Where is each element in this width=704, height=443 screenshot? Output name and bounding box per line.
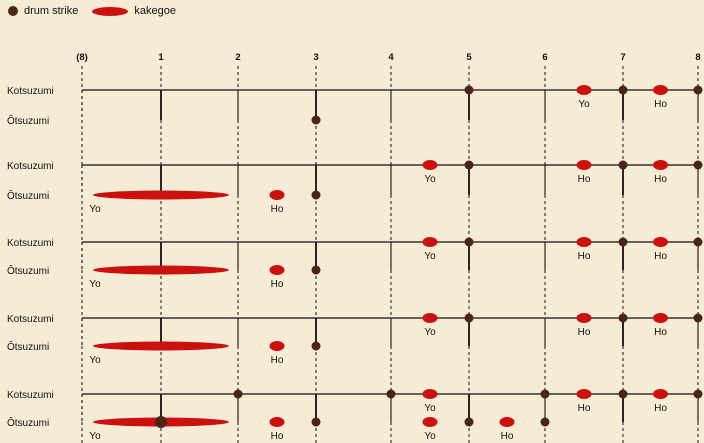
- legend-strike-label: drum strike: [24, 5, 79, 17]
- kakegoe-label: Ho: [578, 327, 591, 338]
- kakegoe-label: Ho: [578, 174, 591, 185]
- kotsuzumi-label: Kotsuzumi: [7, 238, 54, 249]
- kakegoe-oval: [269, 417, 285, 427]
- drum-strike: [464, 313, 474, 323]
- beat-label-2: 2: [235, 52, 240, 63]
- kakegoe-oval: [269, 341, 285, 351]
- kakegoe-label: Ho: [271, 204, 284, 215]
- kakegoe-label: Ho: [271, 431, 284, 442]
- kakegoe-oval: [653, 389, 668, 399]
- drum-strike: [386, 389, 396, 399]
- drum-strike: [311, 190, 321, 200]
- beat-label-3: 3: [313, 52, 318, 63]
- kakegoe-oval: [576, 85, 592, 95]
- kakegoe-oval: [653, 85, 668, 95]
- kakegoe-label: Yo: [578, 99, 590, 110]
- kakegoe-label: Yo: [424, 251, 436, 262]
- beat-label-0: (8): [76, 52, 88, 63]
- otsuzumi-label: Ôtsuzumi: [7, 114, 49, 127]
- kakegoe-label: Yo: [89, 355, 101, 366]
- legend: drum strike kakegoe: [8, 2, 176, 20]
- kakegoe-long-oval: [93, 265, 229, 275]
- kakegoe-label: Ho: [654, 99, 667, 110]
- drum-strike: [311, 417, 321, 427]
- otsuzumi-label: Ôtsuzumi: [7, 340, 49, 353]
- kotsuzumi-label: Kotsuzumi: [7, 86, 54, 97]
- kakegoe-oval: [576, 237, 592, 247]
- drum-strike: [311, 265, 321, 275]
- kakegoe-oval: [653, 237, 668, 247]
- otsuzumi-label: Ôtsuzumi: [7, 189, 49, 202]
- beat-label-4: 4: [388, 52, 394, 63]
- kakegoe-label: Ho: [501, 431, 514, 442]
- drum-strike: [618, 313, 628, 323]
- kakegoe-long-oval: [93, 341, 229, 351]
- kakegoe-label: Yo: [424, 431, 436, 442]
- kakegoe-oval: [422, 389, 438, 399]
- beat-label-6: 6: [542, 52, 547, 63]
- drum-strike: [618, 389, 628, 399]
- kotsuzumi-label: Kotsuzumi: [7, 390, 54, 401]
- kakegoe-oval: [269, 190, 285, 200]
- otsuzumi-label: Ôtsuzumi: [7, 264, 49, 277]
- drum-strike: [464, 85, 474, 95]
- drum-strike: [618, 160, 628, 170]
- kakegoe-label: Ho: [654, 251, 667, 262]
- drum-strike: [540, 389, 550, 399]
- kakegoe-label: Yo: [424, 174, 436, 185]
- kakegoe-icon: [92, 6, 129, 16]
- drum-strike: [311, 341, 321, 351]
- drum-strike: [233, 389, 243, 399]
- kakegoe-label: Ho: [578, 403, 591, 414]
- drum-strike: [618, 237, 628, 247]
- beat-label-5: 5: [466, 52, 472, 63]
- drum-strike: [618, 85, 628, 95]
- kakegoe-label: Yo: [424, 403, 436, 414]
- kakegoe-label: Yo: [89, 279, 101, 290]
- kotsuzumi-label: Kotsuzumi: [7, 314, 54, 325]
- kakegoe-label: Ho: [654, 327, 667, 338]
- kakegoe-oval: [269, 265, 285, 275]
- drum-strike: [693, 237, 703, 247]
- beat-label-1: 1: [158, 52, 164, 63]
- kakegoe-label: Yo: [89, 204, 101, 215]
- kakegoe-oval: [653, 313, 668, 323]
- kakegoe-oval: [422, 417, 438, 427]
- legend-kakegoe-label: kakegoe: [134, 5, 176, 17]
- kakegoe-oval: [576, 313, 592, 323]
- kakegoe-oval: [653, 160, 668, 170]
- otsuzumi-label: Ôtsuzumi: [7, 416, 49, 429]
- beat-label-7: 7: [620, 52, 625, 63]
- kakegoe-label: Yo: [89, 431, 101, 442]
- kakegoe-label: Yo: [424, 327, 436, 338]
- kakegoe-label: Ho: [654, 174, 667, 185]
- drum-strike: [311, 115, 321, 125]
- drum-strike-icon: [8, 6, 18, 16]
- kakegoe-label: Ho: [271, 355, 284, 366]
- drum-strike: [464, 417, 474, 427]
- drum-strike: [464, 160, 474, 170]
- beat-label-8: 8: [695, 52, 700, 63]
- drum-strike: [540, 417, 550, 427]
- kakegoe-label: Ho: [654, 403, 667, 414]
- kakegoe-long-oval: [93, 190, 229, 200]
- drum-strike: [693, 85, 703, 95]
- kakegoe-oval: [576, 160, 592, 170]
- kakegoe-oval: [499, 417, 515, 427]
- kotsuzumi-label: Kotsuzumi: [7, 161, 54, 172]
- kakegoe-label: Ho: [578, 251, 591, 262]
- drum-strike: [155, 416, 167, 428]
- drum-strike: [464, 237, 474, 247]
- kakegoe-label: Ho: [271, 279, 284, 290]
- drum-strike: [693, 160, 703, 170]
- drum-strike: [693, 313, 703, 323]
- kakegoe-oval: [576, 389, 592, 399]
- kakegoe-oval: [422, 237, 438, 247]
- kakegoe-oval: [422, 313, 438, 323]
- drum-strike: [693, 389, 703, 399]
- kakegoe-oval: [422, 160, 438, 170]
